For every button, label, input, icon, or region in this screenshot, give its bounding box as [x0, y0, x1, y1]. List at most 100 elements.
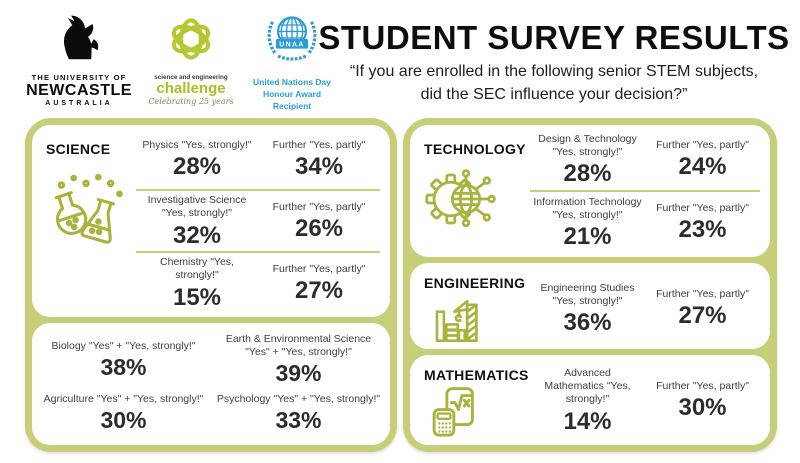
- mathematics-side: MATHEMATICS: [418, 359, 530, 442]
- stat-cell: Engineering Studies "Yes, strongly!" 36%: [530, 280, 645, 337]
- mathematics-card: MATHEMATICS: [410, 355, 770, 445]
- science-engineering-challenge-logo: science and engineering challenge Celebr…: [148, 10, 234, 106]
- survey-question-line2: did the SEC influence your decision?”: [420, 85, 688, 103]
- mathematics-title: MATHEMATICS: [424, 367, 529, 383]
- uon-line1: THE UNIVERSITY OF: [31, 73, 127, 82]
- science-side: SCIENCE: [40, 129, 136, 313]
- subject-value: 32%: [172, 221, 222, 249]
- further-value: 27%: [678, 302, 727, 330]
- science-card: SCIENCE: [32, 125, 390, 317]
- stat-cell-earth-environmental: Earth & Environmental Science "Yes" + "Y…: [211, 331, 386, 387]
- engineering-side: ENGINEERING: [418, 267, 530, 349]
- newcastle-horse-icon: [63, 15, 99, 60]
- gear-globe-circuit-icon: [425, 169, 496, 228]
- stat-cell: Chemistry "Yes, strongly!" 15%: [136, 254, 258, 311]
- further-value: 26%: [294, 214, 344, 242]
- technology-title: TECHNOLOGY: [424, 141, 526, 157]
- survey-question: “If you are enrolled in the following se…: [312, 61, 796, 106]
- unaa-banner-text: UNAA: [279, 41, 304, 48]
- stat-row-physics: Physics "Yes, strongly!" 28% Further "Ye…: [136, 129, 380, 189]
- stat-cell: Further "Yes, partly" 27%: [258, 261, 380, 305]
- flasks-icon: [54, 173, 123, 244]
- further-value: 27%: [294, 276, 344, 304]
- stat-row-information-technology: Information Technology "Yes, strongly!" …: [530, 190, 760, 253]
- subject-value: 15%: [172, 283, 222, 311]
- subject-value: 39%: [275, 360, 322, 387]
- further-label: Further "Yes, partly": [656, 380, 749, 393]
- stat-cell: Physics "Yes, strongly!" 28%: [136, 137, 258, 181]
- subject-label: Investigative Science "Yes, strongly!": [147, 194, 247, 220]
- subject-value: 28%: [172, 152, 222, 180]
- stat-cell: Further "Yes, partly" 34%: [258, 137, 380, 181]
- logo-strip: THE UNIVERSITY OF NEWCASTLE AUSTRALIA sc…: [26, 10, 334, 112]
- challenge-line1: science and engineering: [154, 74, 228, 81]
- subject-value: 30%: [100, 406, 147, 433]
- stat-row-engineering-studies: Engineering Studies "Yes, strongly!" 36%…: [530, 267, 760, 349]
- challenge-rings-icon: [171, 18, 211, 60]
- technology-rows: Design & Technology "Yes, strongly!" 28%…: [530, 129, 760, 253]
- tem-panel: TECHNOLOGY: [403, 118, 777, 452]
- stat-cell-biology: Biology "Yes" + "Yes, strongly!" 38%: [36, 331, 211, 387]
- page-title: STUDENT SURVEY RESULTS: [318, 19, 790, 56]
- subject-label: Earth & Environmental Science "Yes" + "Y…: [225, 333, 372, 359]
- subject-label: Advanced Mathematics "Yes, strongly!": [544, 367, 631, 406]
- stat-cell: Further "Yes, partly" 30%: [645, 378, 760, 422]
- subject-label: Engineering Studies "Yes, strongly!": [540, 281, 635, 307]
- stat-cell: Information Technology "Yes, strongly!" …: [530, 194, 645, 251]
- subject-value: 28%: [563, 160, 612, 188]
- science-panel: SCIENCE: [25, 118, 397, 452]
- university-of-newcastle-logo: THE UNIVERSITY OF NEWCASTLE AUSTRALIA: [26, 10, 132, 107]
- engineering-title: ENGINEERING: [424, 275, 526, 291]
- further-label: Further "Yes, partly": [656, 202, 749, 215]
- further-label: Further "Yes, partly": [272, 200, 366, 213]
- stat-cell: Further "Yes, partly" 23%: [645, 200, 760, 244]
- subject-label: Biology "Yes" + "Yes, strongly!": [51, 339, 196, 352]
- science-title: SCIENCE: [46, 141, 111, 157]
- stat-cell: Further "Yes, partly" 24%: [645, 137, 760, 181]
- stat-row-design-technology: Design & Technology "Yes, strongly!" 28%…: [530, 129, 760, 190]
- technology-card: TECHNOLOGY: [410, 125, 770, 257]
- subject-label: Psychology "Yes" + "Yes, strongly!": [216, 392, 381, 405]
- united-nations-emblem-icon: UNAA: [267, 16, 317, 61]
- further-value: 24%: [678, 153, 727, 181]
- further-value: 34%: [294, 152, 344, 180]
- survey-question-line1: “If you are enrolled in the following se…: [349, 63, 759, 81]
- further-label: Further "Yes, partly": [272, 138, 366, 151]
- stat-row-investigative-science: Investigative Science "Yes, strongly!" 3…: [136, 189, 380, 251]
- subject-value: 36%: [563, 309, 612, 337]
- subject-label: Physics "Yes, strongly!": [142, 138, 252, 151]
- construction-crane-icon: [435, 299, 478, 343]
- further-value: 23%: [678, 216, 727, 244]
- unaa-caption-line2: Honour Award: [262, 89, 322, 100]
- subject-value: 38%: [100, 353, 147, 380]
- science-combined-card: Biology "Yes" + "Yes, strongly!" 38% Ear…: [32, 323, 390, 445]
- stat-cell: Advanced Mathematics "Yes, strongly!" 14…: [530, 365, 645, 436]
- uon-line2: NEWCASTLE: [26, 82, 132, 99]
- unaa-award-logo: UNAA United Nations Day Honour Award Rec…: [250, 10, 334, 112]
- stat-cell: Further "Yes, partly" 26%: [258, 199, 380, 243]
- engineering-rows: Engineering Studies "Yes, strongly!" 36%…: [530, 267, 760, 349]
- uon-line3: AUSTRALIA: [45, 100, 113, 107]
- subject-label: Design & Technology "Yes, strongly!": [538, 132, 637, 158]
- science-rows: Physics "Yes, strongly!" 28% Further "Ye…: [136, 129, 380, 313]
- stat-cell: Investigative Science "Yes, strongly!" 3…: [136, 192, 258, 249]
- further-value: 30%: [678, 394, 727, 422]
- subject-label: Chemistry "Yes, strongly!": [160, 256, 234, 282]
- stat-cell-agriculture: Agriculture "Yes" + "Yes, strongly!" 30%: [36, 387, 211, 437]
- stat-cell-psychology: Psychology "Yes" + "Yes, strongly!" 33%: [211, 387, 386, 437]
- unaa-caption-line3: Recipient: [272, 101, 312, 112]
- subject-value: 21%: [563, 223, 612, 251]
- engineering-card: ENGINEERING: [410, 263, 770, 349]
- further-label: Further "Yes, partly": [656, 139, 749, 152]
- further-label: Further "Yes, partly": [272, 262, 366, 275]
- further-label: Further "Yes, partly": [656, 288, 749, 301]
- subject-value: 33%: [275, 406, 322, 433]
- title-block: STUDENT SURVEY RESULTS “If you are enrol…: [312, 19, 796, 106]
- challenge-line3: Celebrating 25 years: [148, 97, 234, 106]
- technology-side: TECHNOLOGY: [418, 129, 530, 253]
- stat-row-chemistry: Chemistry "Yes, strongly!" 15% Further "…: [136, 251, 380, 313]
- stat-cell: Design & Technology "Yes, strongly!" 28%: [530, 131, 645, 188]
- stat-row-advanced-mathematics: Advanced Mathematics "Yes, strongly!" 14…: [530, 359, 760, 442]
- calculator-math-icon: [432, 387, 474, 437]
